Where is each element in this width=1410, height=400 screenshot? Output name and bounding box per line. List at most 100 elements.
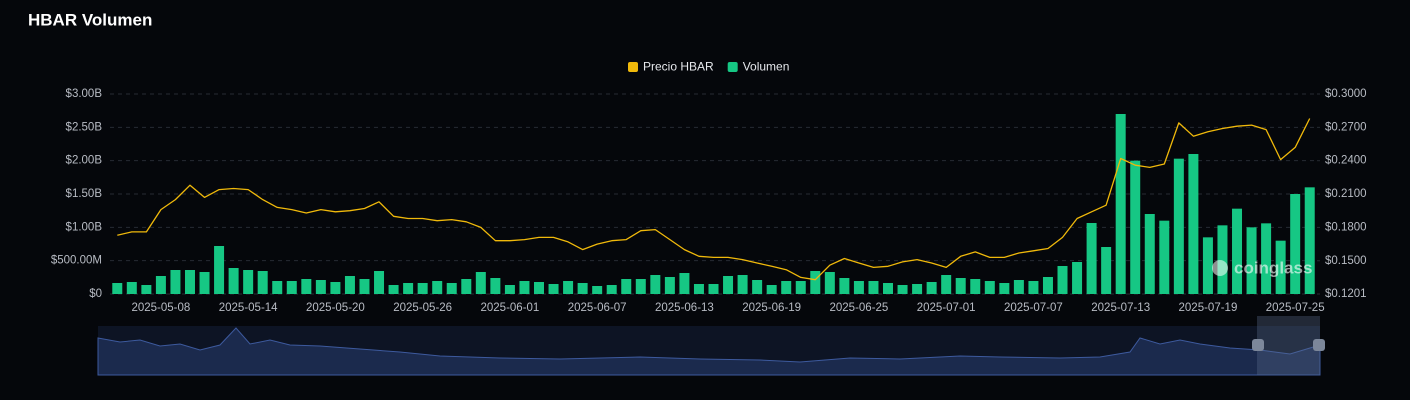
bar [955, 278, 966, 294]
x-tick-label: 2025-05-26 [393, 302, 452, 314]
bar [548, 284, 559, 294]
x-tick-label: 2025-06-07 [568, 302, 627, 314]
bar [359, 279, 370, 294]
bar [446, 283, 457, 294]
bar [912, 284, 923, 294]
y-tick-label: $3.00B [66, 88, 103, 100]
bar [141, 285, 152, 294]
bar [664, 277, 675, 294]
bar [519, 281, 530, 294]
grid [110, 93, 1320, 295]
navigator-handle[interactable] [1252, 339, 1264, 351]
bar [315, 280, 326, 294]
bar [257, 271, 268, 294]
bar [330, 282, 341, 294]
bar [272, 281, 283, 294]
y-tick-label: $0 [89, 288, 102, 300]
bar [1261, 223, 1272, 294]
bar [286, 281, 297, 294]
bar [897, 285, 908, 294]
bar [1232, 208, 1243, 294]
price-line [117, 118, 1311, 281]
bar [214, 246, 225, 294]
navigator [97, 316, 1325, 376]
y-tick-label: $2.00B [66, 155, 103, 167]
x-tick-label: 2025-07-19 [1179, 302, 1238, 314]
bar [228, 268, 239, 294]
x-tick-label: 2025-05-08 [131, 302, 190, 314]
navigator-handle[interactable] [1313, 339, 1325, 351]
bar [941, 275, 952, 294]
bar [374, 271, 385, 294]
legend-swatch [727, 62, 738, 72]
y2-tick-label: $0.2700 [1325, 121, 1367, 133]
lines [117, 118, 1311, 281]
bar [1042, 277, 1053, 294]
x-tick-label: 2025-06-01 [480, 302, 539, 314]
bar [1144, 214, 1155, 294]
bar [155, 276, 166, 294]
labels: $0 $500.00M $1.00B $1.50B $2.00B $2.50B $3.00B… [51, 88, 1367, 314]
bar [839, 278, 850, 294]
bar [1304, 187, 1315, 294]
bar [592, 286, 603, 294]
bar [461, 279, 472, 294]
bar [1072, 262, 1083, 294]
x-tick-label: 2025-05-20 [306, 302, 365, 314]
bar [752, 280, 763, 294]
bar [795, 281, 806, 294]
bar [621, 279, 632, 294]
bar [1101, 247, 1112, 294]
bar [635, 279, 646, 294]
y2-tick-label: $0.1500 [1325, 255, 1367, 267]
bar [1246, 227, 1257, 294]
bar [1115, 114, 1126, 294]
y-tick-label: $500.00M [51, 255, 102, 267]
bar [999, 283, 1010, 294]
bar [737, 275, 748, 294]
bar [679, 273, 690, 294]
x-tick-label: 2025-06-19 [742, 302, 801, 314]
bar [126, 282, 137, 294]
bar [1173, 158, 1184, 294]
y2-tick-label: $0.3000 [1325, 88, 1367, 100]
bar [970, 279, 981, 294]
y-tick-label: $1.00B [66, 221, 103, 233]
bar [781, 281, 792, 294]
x-tick-label: 2025-07-07 [1004, 302, 1063, 314]
bar [606, 285, 617, 294]
navigator-area [97, 327, 1321, 376]
bar [184, 270, 195, 294]
navigator-window[interactable] [1257, 316, 1320, 375]
bar [984, 281, 995, 294]
x-tick-label: 2025-06-13 [655, 302, 714, 314]
bar [868, 281, 879, 294]
bar [475, 272, 486, 294]
x-tick-label: 2025-05-14 [219, 302, 278, 314]
y2-tick-label: $0.2400 [1325, 155, 1367, 167]
bar [199, 272, 210, 294]
bar [1290, 194, 1301, 294]
bar [533, 282, 544, 294]
bar [883, 283, 894, 294]
x-tick-label: 2025-06-25 [830, 302, 889, 314]
bar [766, 285, 777, 294]
bar [926, 282, 937, 294]
bar [403, 283, 414, 294]
bar [1217, 225, 1228, 294]
bar [344, 276, 355, 294]
legend: Precio HBAR Volumen [628, 60, 789, 74]
bars [112, 114, 1315, 294]
bar [810, 271, 821, 294]
y-tick-label: $1.50B [66, 188, 103, 200]
bar [577, 283, 588, 294]
bar [1275, 240, 1286, 294]
legend-label: Volumen [743, 60, 790, 74]
bar [490, 278, 501, 294]
legend-swatch [628, 62, 638, 72]
y2-tick-label: $0.1201 [1325, 288, 1367, 300]
bar [824, 272, 835, 294]
bar [301, 279, 312, 294]
